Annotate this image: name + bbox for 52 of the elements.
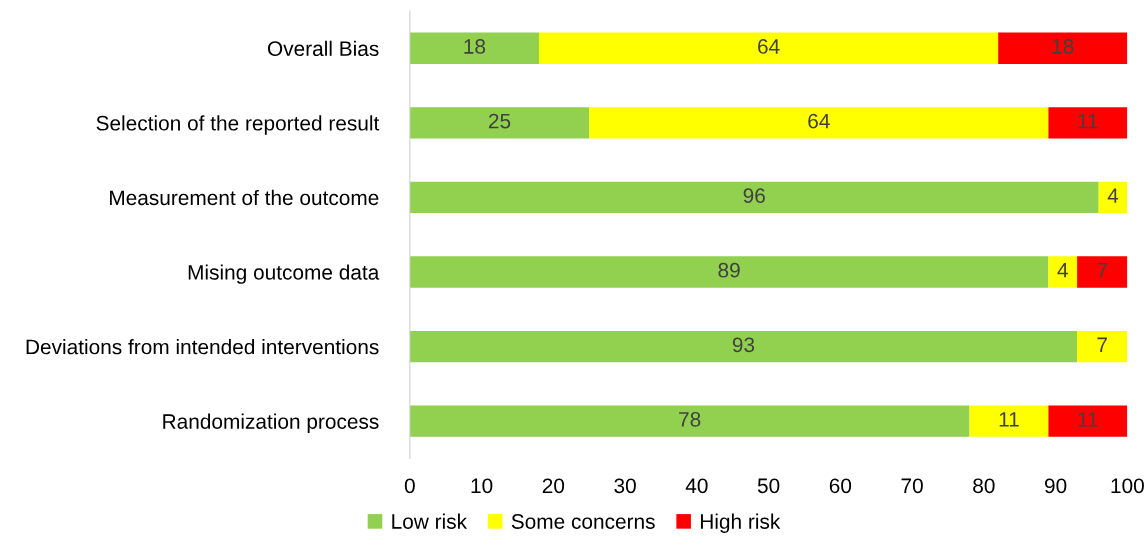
data-label: 18 [1052,39,1074,54]
bar [1077,330,1128,363]
bar [409,107,590,139]
data-label: 96 [743,188,765,203]
x-tick-label: 60 [829,478,852,494]
bar [409,32,539,64]
data-label: 11 [999,412,1019,427]
data-label: 7 [1097,337,1107,352]
y-tick-label: Randomization process [163,413,379,433]
data-label: 18 [464,39,486,54]
x-tick-label: 50 [757,478,780,494]
y-tick-label: Mising outcome data [188,264,380,284]
data-label: 11 [1078,113,1098,129]
x-tick-label: 20 [542,478,565,494]
data-label: 78 [679,411,701,427]
x-tick-label: 90 [1044,478,1067,494]
x-tick-label: 30 [614,478,636,494]
bar [409,330,1078,363]
bar [1048,256,1078,288]
data-label: 93 [732,337,755,353]
x-tick-label: 0 [404,478,415,494]
data-label: 11 [1078,412,1098,427]
bar [998,32,1128,64]
bar [1098,181,1128,214]
bar [409,405,970,437]
data-label: 7 [1097,263,1107,278]
x-tick-label: 100 [1111,478,1144,494]
bar [1077,256,1128,288]
data-label: 89 [718,262,740,278]
bar [409,256,1049,288]
legend-label: Low risk [392,513,468,529]
y-tick-label: Measurement of the outcome [110,189,379,206]
y-tick-label: Deviations from intended interventions [26,339,379,355]
y-tick-label: Selection of the reported result [96,115,380,135]
bar [1048,405,1128,437]
y-tick-label: Overall Bias [267,40,379,57]
bar [969,405,1049,437]
x-tick-label: 80 [973,478,995,494]
bar [589,107,1049,139]
data-label: 25 [488,113,511,129]
bar [409,181,1099,214]
bar [538,32,999,64]
x-tick-label: 40 [685,478,708,494]
data-label: 4 [1057,263,1068,278]
x-tick-label: 70 [901,478,923,494]
legend-label: Some concerns [511,514,655,529]
x-tick-label: 10 [471,478,493,494]
legend-label: High risk [700,513,781,533]
data-label: 4 [1107,188,1119,203]
bar [1048,107,1128,139]
data-label: 64 [808,113,830,129]
data-label: 64 [758,39,780,54]
